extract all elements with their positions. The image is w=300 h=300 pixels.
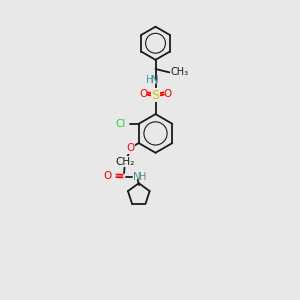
Text: N: N bbox=[151, 75, 158, 85]
Text: O: O bbox=[139, 89, 147, 99]
Text: S: S bbox=[152, 89, 160, 102]
Text: N: N bbox=[134, 172, 141, 182]
Text: O: O bbox=[164, 89, 172, 99]
Text: CH₂: CH₂ bbox=[116, 157, 135, 166]
Text: O: O bbox=[126, 143, 135, 153]
Text: CH₃: CH₃ bbox=[170, 67, 188, 77]
Text: H: H bbox=[146, 75, 153, 85]
Text: O: O bbox=[103, 171, 112, 181]
Text: Cl: Cl bbox=[116, 119, 126, 129]
Text: H: H bbox=[139, 172, 146, 182]
